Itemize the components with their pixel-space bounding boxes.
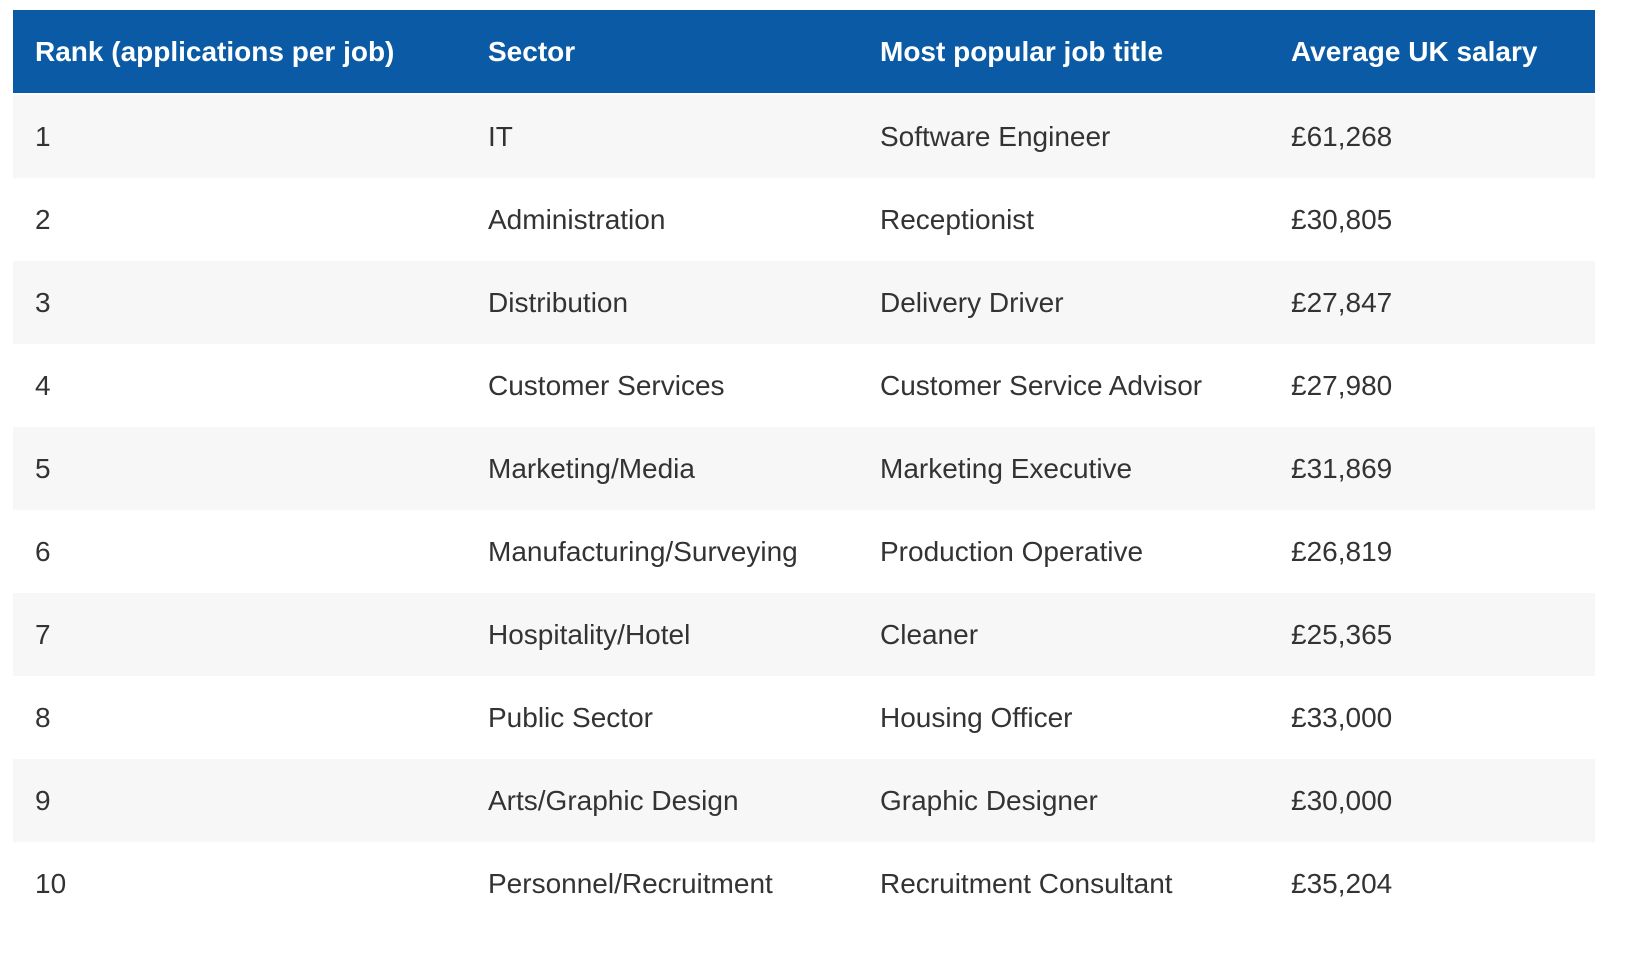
cell-job-title: Delivery Driver [880, 286, 1064, 318]
table-row: 5 Marketing/Media Marketing Executive £3… [13, 427, 1595, 510]
column-header-salary: Average UK salary [1269, 10, 1595, 95]
cell-job-title: Marketing Executive [880, 452, 1133, 484]
table-row: 1 IT Software Engineer £61,268 [13, 94, 1595, 178]
cell-rank: 7 [35, 618, 51, 650]
cell-rank: 6 [35, 535, 51, 567]
table-row: 2 Administration Receptionist £30,805 [13, 178, 1595, 261]
table-row: 3 Distribution Delivery Driver £27,847 [13, 261, 1595, 344]
cell-rank: 8 [35, 701, 51, 733]
cell-job-title: Receptionist [880, 203, 1035, 235]
cell-job-title: Cleaner [880, 618, 979, 650]
cell-job-title: Recruitment Consultant [880, 867, 1173, 899]
cell-job-title: Customer Service Advisor [880, 369, 1203, 401]
cell-sector: Customer Services [488, 369, 725, 401]
table-row: 8 Public Sector Housing Officer £33,000 [13, 676, 1595, 759]
table-row: 4 Customer Services Customer Service Adv… [13, 344, 1595, 427]
cell-salary: £30,000 [1291, 784, 1393, 816]
cell-job-title: Graphic Designer [880, 784, 1098, 816]
cell-salary: £33,000 [1291, 701, 1393, 733]
cell-rank: 2 [35, 203, 51, 235]
cell-salary: £27,847 [1291, 286, 1393, 318]
cell-rank: 5 [35, 452, 51, 484]
cell-job-title: Software Engineer [880, 120, 1111, 152]
table-row: 10 Personnel/Recruitment Recruitment Con… [13, 842, 1595, 925]
table-row: 6 Manufacturing/Surveying Production Ope… [13, 510, 1595, 593]
cell-rank: 10 [35, 867, 67, 899]
table-body: 1 IT Software Engineer £61,268 2 Adminis… [13, 94, 1595, 925]
cell-salary: £30,805 [1291, 203, 1393, 235]
cell-sector: Marketing/Media [488, 452, 695, 484]
cell-rank: 9 [35, 784, 51, 816]
table-row: 9 Arts/Graphic Design Graphic Designer £… [13, 759, 1595, 842]
cell-salary: £35,204 [1291, 867, 1393, 899]
cell-sector: Hospitality/Hotel [488, 618, 691, 650]
cell-salary: £61,268 [1291, 120, 1393, 152]
column-header-job-title: Most popular job title [858, 10, 1269, 95]
cell-salary: £26,819 [1291, 535, 1393, 567]
table-row: 7 Hospitality/Hotel Cleaner £25,365 [13, 593, 1595, 676]
cell-sector: Arts/Graphic Design [488, 784, 739, 816]
cell-job-title: Housing Officer [880, 701, 1073, 733]
column-header-sector: Sector [466, 10, 858, 95]
cell-sector: Manufacturing/Surveying [488, 535, 798, 567]
cell-rank: 4 [35, 369, 51, 401]
cell-rank: 1 [35, 120, 51, 152]
table-header: Rank (applications per job) Sector Most … [13, 10, 1595, 95]
cell-sector: Public Sector [488, 701, 653, 733]
header-row: Rank (applications per job) Sector Most … [13, 10, 1595, 95]
cell-salary: £25,365 [1291, 618, 1393, 650]
cell-salary: £31,869 [1291, 452, 1393, 484]
cell-sector: Distribution [488, 286, 629, 318]
cell-job-title: Production Operative [880, 535, 1144, 567]
salary-table: Rank (applications per job) Sector Most … [13, 10, 1595, 925]
cell-salary: £27,980 [1291, 369, 1393, 401]
cell-sector: IT [488, 120, 513, 152]
cell-rank: 3 [35, 286, 51, 318]
cell-sector: Administration [488, 203, 666, 235]
column-header-rank: Rank (applications per job) [13, 10, 466, 95]
cell-sector: Personnel/Recruitment [488, 867, 773, 899]
